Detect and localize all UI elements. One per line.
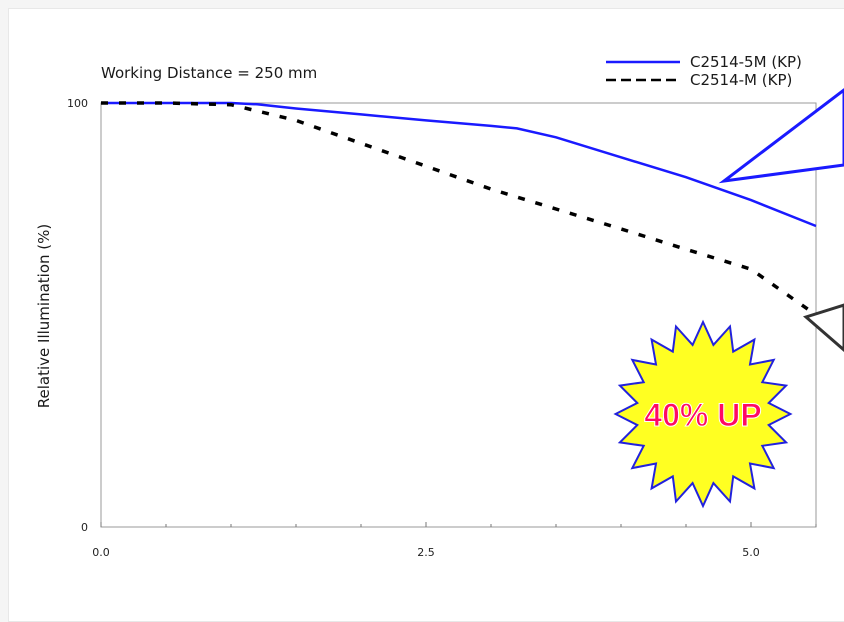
y-ticks: 0 100 [67,97,88,534]
legend: C2514-5M (KP) C2514-M (KP) [606,53,802,89]
burst-shape [613,319,793,509]
x-tick-label: 2.5 [417,546,435,559]
chart-frame [8,8,844,622]
legend-label-1: C2514-5M (KP) [690,53,802,71]
x-tick-label: 5.0 [742,546,760,559]
y-tick-label: 100 [67,97,88,110]
y-tick-label: 0 [81,521,88,534]
callout-pointer-blue [718,88,844,184]
chart-title: Working Distance = 250 mm [101,64,317,82]
chart: Working Distance = 250 mm Relative Illum… [35,53,844,559]
legend-label-2: C2514-M (KP) [690,71,792,89]
y-axis-label: Relative Illumination (%) [35,224,53,408]
callout-pointer-black [802,303,844,352]
series-line-2 [101,101,818,317]
x-ticks: 0.0 2.5 5.0 [92,522,817,559]
burst-badge: 40% UP [613,319,793,509]
series-group [101,101,818,317]
x-tick-label: 0.0 [92,546,110,559]
series-line-1 [101,101,817,228]
badge-text: 40% UP [644,397,761,433]
